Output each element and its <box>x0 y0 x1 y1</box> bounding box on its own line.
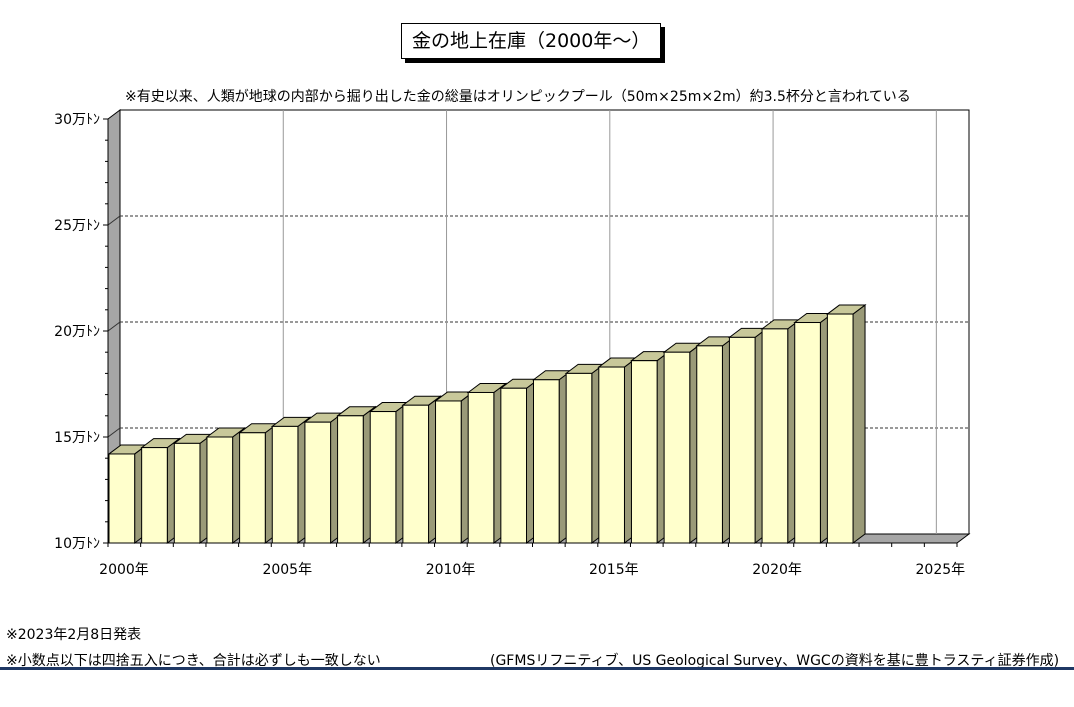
bar <box>565 372 593 544</box>
y-tick-label: 30万ﾄﾝ <box>54 112 100 128</box>
gridline-side-segment <box>107 215 121 226</box>
gridline-side-segment <box>107 321 121 332</box>
bar <box>304 421 332 544</box>
bar <box>533 379 560 544</box>
x-tick-label: 2005年 <box>262 562 312 578</box>
bar <box>271 425 299 544</box>
bar <box>696 345 723 544</box>
bar <box>630 360 658 544</box>
x-tick-label: 2015年 <box>589 562 639 578</box>
y-tick-label: 10万ﾄﾝ <box>54 536 100 552</box>
bar <box>794 322 821 544</box>
bar <box>598 366 625 544</box>
y-tick-label: 25万ﾄﾝ <box>54 218 100 234</box>
bar <box>239 432 266 544</box>
x-tick-label: 2025年 <box>916 562 966 578</box>
bar-side <box>852 304 866 544</box>
bar <box>141 447 168 544</box>
bar <box>108 453 136 544</box>
source-note: (GFMSリフニティブ、US Geological Survey、WGCの資料を… <box>490 653 1060 669</box>
chart-title: 金の地上在庫（2000年～） <box>401 23 662 59</box>
bar <box>173 442 201 544</box>
rounding-note: ※小数点以下は四捨五入につき、合計は必ずしも一致しない <box>6 653 381 669</box>
bar <box>402 404 430 544</box>
x-tick-label: 2000年 <box>99 562 149 578</box>
x-tick-label: 2010年 <box>426 562 476 578</box>
bar <box>435 400 462 544</box>
bar <box>500 387 528 544</box>
gridline-side-segment <box>107 427 121 438</box>
bar <box>728 336 756 544</box>
bar <box>337 415 364 544</box>
bar <box>826 313 854 544</box>
footer-rule <box>0 667 1074 670</box>
y-tick-label: 20万ﾄﾝ <box>54 324 100 340</box>
bar <box>663 351 691 544</box>
y-tick-label: 15万ﾄﾝ <box>54 430 100 446</box>
release-date-note: ※2023年2月8日発表 <box>6 627 142 643</box>
bar <box>761 328 789 544</box>
chart-note: ※有史以来、人類が地球の内部から掘り出した金の総量はオリンピックプール（50m×… <box>125 89 911 105</box>
bar <box>206 436 234 544</box>
bar <box>467 391 495 544</box>
bar <box>369 411 397 544</box>
x-tick-label: 2020年 <box>752 562 802 578</box>
